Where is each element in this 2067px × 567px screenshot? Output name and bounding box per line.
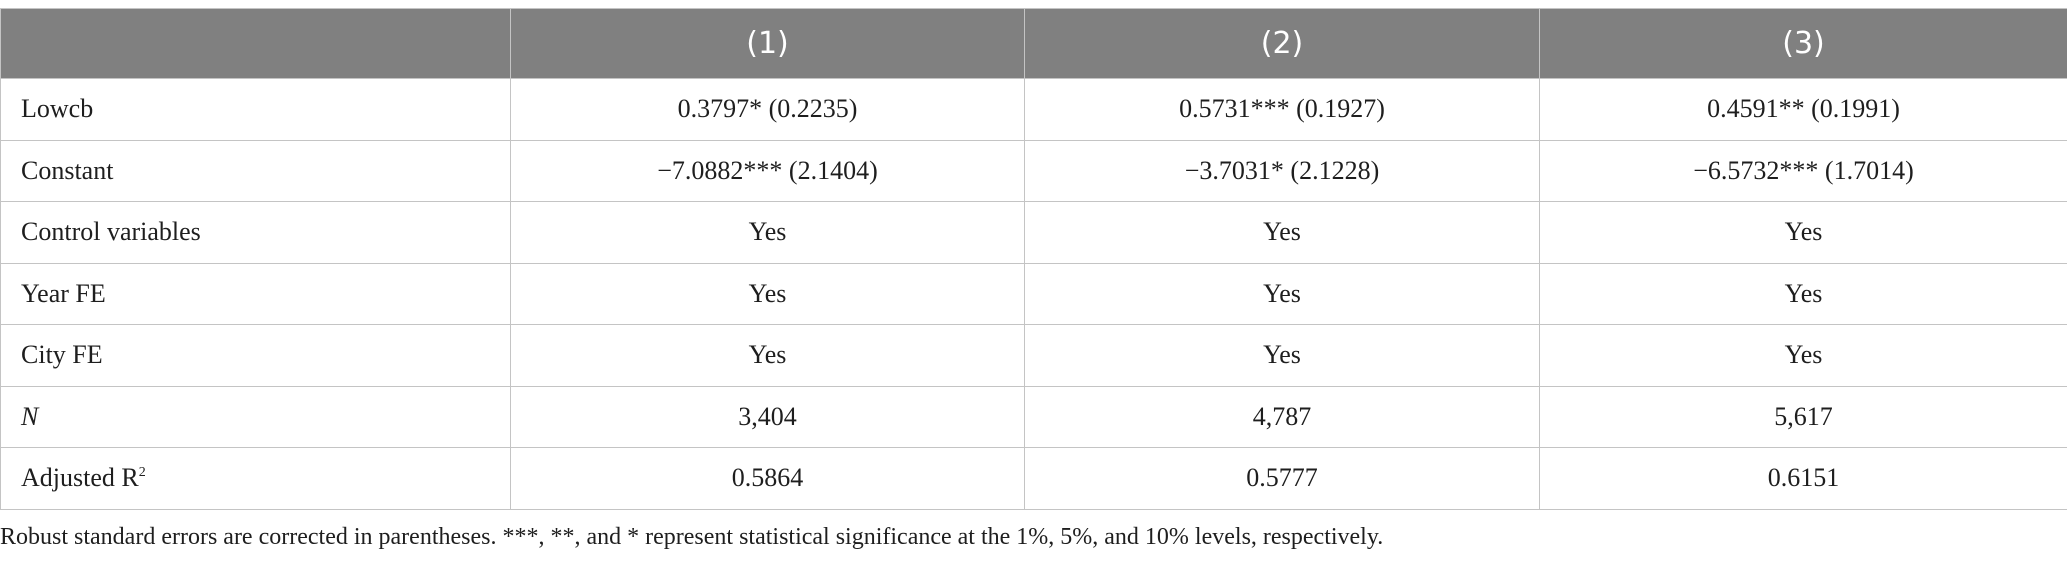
table-cell: Yes	[510, 324, 1025, 387]
table-cell: Yes	[510, 201, 1025, 264]
table-cell: −3.7031* (2.1228)	[1024, 139, 1540, 202]
table-cell: Yes	[1024, 262, 1540, 325]
table-cell: 0.5731*** (0.1927)	[1024, 78, 1540, 141]
header-cell-model-1: (1)	[510, 8, 1025, 79]
table-cell: 5,617	[1539, 385, 2067, 448]
header-cell-model-3: (3)	[1539, 8, 2067, 79]
table-header: (1) (2) (3)	[0, 8, 2067, 79]
row-label-lowcb: Lowcb	[0, 78, 511, 141]
table-cell: Yes	[1539, 201, 2067, 264]
header-cell-model-2: (2)	[1024, 8, 1540, 79]
table-cell: Yes	[1539, 324, 2067, 387]
table-row: City FE Yes Yes Yes	[0, 324, 2067, 387]
regression-results-table: (1) (2) (3) Lowcb 0.3797* (0.2235) 0.573…	[0, 8, 2067, 510]
row-label-n: N	[0, 385, 511, 448]
table-row: Control variables Yes Yes Yes	[0, 201, 2067, 264]
table-row: Year FE Yes Yes Yes	[0, 262, 2067, 325]
table-row: Lowcb 0.3797* (0.2235) 0.5731*** (0.1927…	[0, 78, 2067, 141]
header-cell-variable	[0, 8, 511, 79]
table-cell: 3,404	[510, 385, 1025, 448]
table-cell: 0.3797* (0.2235)	[510, 78, 1025, 141]
table-body: Lowcb 0.3797* (0.2235) 0.5731*** (0.1927…	[0, 78, 2067, 510]
row-label-city-fe: City FE	[0, 324, 511, 387]
table-cell: Yes	[1024, 324, 1540, 387]
table-cell: −7.0882*** (2.1404)	[510, 139, 1025, 202]
row-label-constant: Constant	[0, 139, 511, 202]
table-cell: 4,787	[1024, 385, 1540, 448]
table-cell: Yes	[1539, 262, 2067, 325]
row-label-text: Adjusted R	[21, 463, 139, 493]
row-label-adjusted-r2: Adjusted R2	[0, 447, 511, 510]
table-cell: 0.4591** (0.1991)	[1539, 78, 2067, 141]
table-row: N 3,404 4,787 5,617	[0, 385, 2067, 448]
superscript: 2	[138, 465, 146, 481]
table-cell: 0.5864	[510, 447, 1025, 510]
table-row: Adjusted R2 0.5864 0.5777 0.6151	[0, 447, 2067, 510]
table-cell: Yes	[510, 262, 1025, 325]
row-label-control-variables: Control variables	[0, 201, 511, 264]
row-label-year-fe: Year FE	[0, 262, 511, 325]
table-cell: 0.6151	[1539, 447, 2067, 510]
table-footnote: Robust standard errors are corrected in …	[0, 524, 1384, 550]
table-cell: Yes	[1024, 201, 1540, 264]
table-row: Constant −7.0882*** (2.1404) −3.7031* (2…	[0, 139, 2067, 202]
header-row: (1) (2) (3)	[0, 8, 2067, 79]
table-cell: −6.5732*** (1.7014)	[1539, 139, 2067, 202]
table-cell: 0.5777	[1024, 447, 1540, 510]
